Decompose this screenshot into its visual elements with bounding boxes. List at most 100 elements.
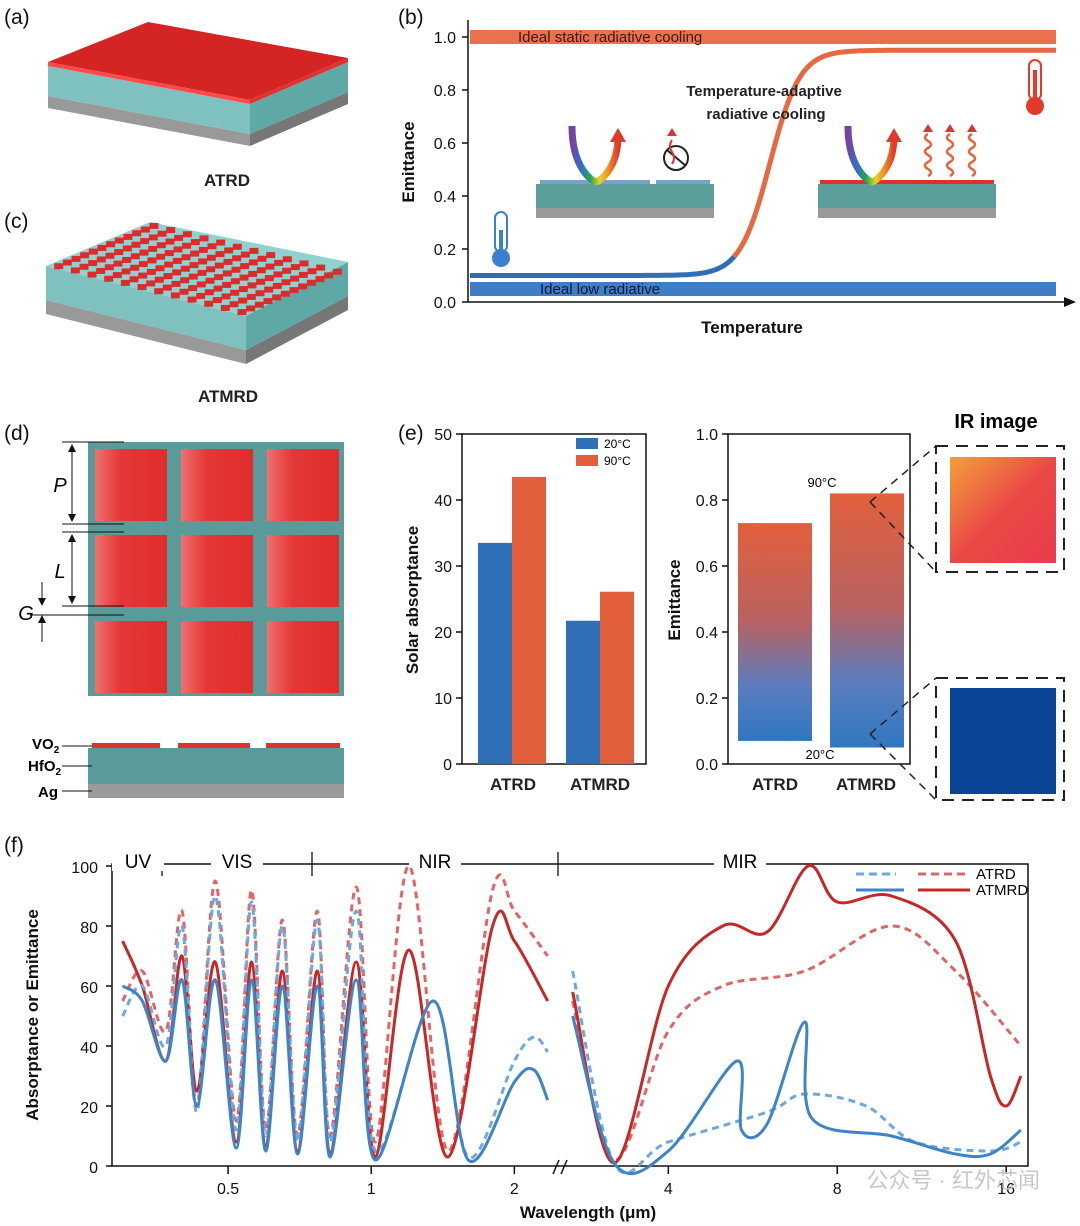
- region-label-bg: [714, 851, 766, 871]
- emission-arrowhead: [923, 124, 933, 132]
- chart-f-legend: ATRD ATMRD: [856, 866, 1028, 899]
- chart-f-ytick-label: 40: [80, 1040, 98, 1057]
- panel-letter-a: (a): [4, 6, 30, 29]
- blocked-emission-icon: [663, 145, 689, 171]
- chart-e1-ytick-label: 30: [434, 559, 452, 576]
- axis-break-mark: [552, 1159, 560, 1175]
- atmrd-tile: [232, 255, 242, 262]
- atmrd-tile: [196, 281, 206, 288]
- atmrd-tile: [105, 252, 115, 259]
- atmrd-tile: [180, 265, 190, 272]
- chart-b-ytick-label: 0.4: [434, 189, 456, 206]
- atmrd-tile: [96, 256, 106, 263]
- region-label-bg: [211, 851, 263, 871]
- atmrd-tile: [274, 259, 284, 266]
- adaptive-curve-high: [732, 47, 1056, 259]
- atmrd-tile: [87, 271, 97, 278]
- atmrd-tile: [264, 286, 274, 293]
- atmrd-tile: [230, 278, 240, 285]
- atmrd-tile: [97, 244, 107, 251]
- atmrd-tile: [173, 246, 183, 253]
- atmrd-tile: [249, 247, 259, 254]
- atmrd-tile: [231, 266, 241, 273]
- atmrd-tile: [187, 296, 197, 303]
- length-label: L: [54, 561, 65, 583]
- low-radiative-label: Ideal low radiative: [540, 281, 660, 298]
- layer-ag-label: Ag: [38, 784, 58, 801]
- atmrd-device-label: ATMRD: [198, 387, 258, 406]
- panel-letter-c: (c): [4, 210, 29, 233]
- atmrd-tile: [212, 297, 222, 304]
- atmrd-tile: [214, 274, 224, 281]
- atmrd-tile: [171, 280, 181, 287]
- atmrd-tile: [282, 267, 292, 274]
- chart-e2-bar: [830, 493, 904, 748]
- atmrd-tile: [149, 222, 159, 229]
- adaptive-label-line2: radiative cooling: [706, 106, 825, 123]
- vo2-square-tile: [267, 449, 339, 521]
- atmrd-tile: [79, 263, 89, 270]
- atmrd-tile: [114, 249, 124, 256]
- atmrd-tile: [248, 259, 258, 266]
- atmrd-tile: [166, 227, 176, 234]
- atmrd-tile: [299, 260, 309, 267]
- atmrd-tile: [307, 268, 317, 275]
- chart-e1-ylabel: Solar absorptance: [403, 526, 422, 674]
- chart-e2-ytick-label: 1.0: [696, 427, 718, 444]
- atmrd-tile: [140, 238, 150, 245]
- chart-e2-ytick-label: 0.4: [696, 625, 718, 642]
- legend-label-cold: 20°C: [604, 437, 631, 451]
- region-label: NIR: [419, 852, 452, 873]
- atrd-device-illustration: [48, 22, 348, 146]
- legend-atmrd-label: ATMRD: [976, 882, 1028, 899]
- atmrd-tile: [155, 265, 165, 272]
- chart-f-ytick-label: 100: [71, 860, 98, 877]
- atmrd-tile: [246, 293, 256, 300]
- atmrd-tile: [240, 251, 250, 258]
- emission-wave: [945, 132, 955, 178]
- watermark-text: 公众号 · 红外芯闻: [866, 1168, 1040, 1193]
- vo2-square-tile: [95, 535, 167, 607]
- atmrd-tile: [182, 231, 192, 238]
- thermal-emission-waves: [923, 124, 977, 178]
- atmrd-tile: [324, 272, 334, 279]
- emission-arrowhead: [945, 124, 955, 132]
- atmrd-tile: [280, 290, 290, 297]
- atmrd-tile: [154, 288, 164, 295]
- chart-f-spectra: 0 20 40 60 80 100 0.5 1 2 4 8 16 UV VIS NIR MIR Absor…: [23, 851, 1040, 1222]
- atmrd-tile: [130, 264, 140, 271]
- atmrd-top-view: [88, 442, 344, 696]
- chart-e1-ytick-label: 10: [434, 691, 452, 708]
- atmrd-tile: [298, 283, 308, 290]
- atmrd-tile: [188, 285, 198, 292]
- atmrd-tile: [172, 257, 182, 264]
- emission-wave: [967, 132, 977, 178]
- spectrum-atrd-red-dashed: [571, 924, 1023, 1162]
- atmrd-tile: [146, 268, 156, 275]
- atmrd-tile: [237, 309, 247, 316]
- atmrd-tile: [120, 279, 130, 286]
- region-label: UV: [125, 852, 152, 873]
- atmrd-tile: [131, 241, 141, 248]
- ir-image-cold: [869, 677, 1065, 801]
- atmrd-tile: [170, 292, 180, 299]
- atmrd-tile: [172, 269, 182, 276]
- chart-f-xtick-label: 8: [833, 1181, 842, 1198]
- atmrd-tile: [204, 300, 214, 307]
- atmrd-tile: [315, 276, 325, 283]
- hot-thermometer-icon: [1026, 59, 1044, 115]
- atmrd-tile: [206, 254, 216, 261]
- chart-e1-ytick-label: 40: [434, 493, 452, 510]
- chart-e1-legend: 20°C 90°C: [576, 437, 631, 468]
- atmrd-tile: [156, 242, 166, 249]
- atmrd-tile: [148, 234, 158, 241]
- atmrd-tile: [266, 252, 276, 259]
- atmrd-tile: [248, 270, 258, 277]
- atmrd-tile: [204, 289, 214, 296]
- chart-f-ytick-label: 20: [80, 1100, 98, 1117]
- chart-f-ytick-label: 60: [80, 980, 98, 997]
- vo2-square-tile: [95, 621, 167, 693]
- legend-atrd-label: ATRD: [976, 866, 1016, 883]
- chart-e2-ytick-label: 0.6: [696, 559, 718, 576]
- atmrd-tile: [104, 275, 114, 282]
